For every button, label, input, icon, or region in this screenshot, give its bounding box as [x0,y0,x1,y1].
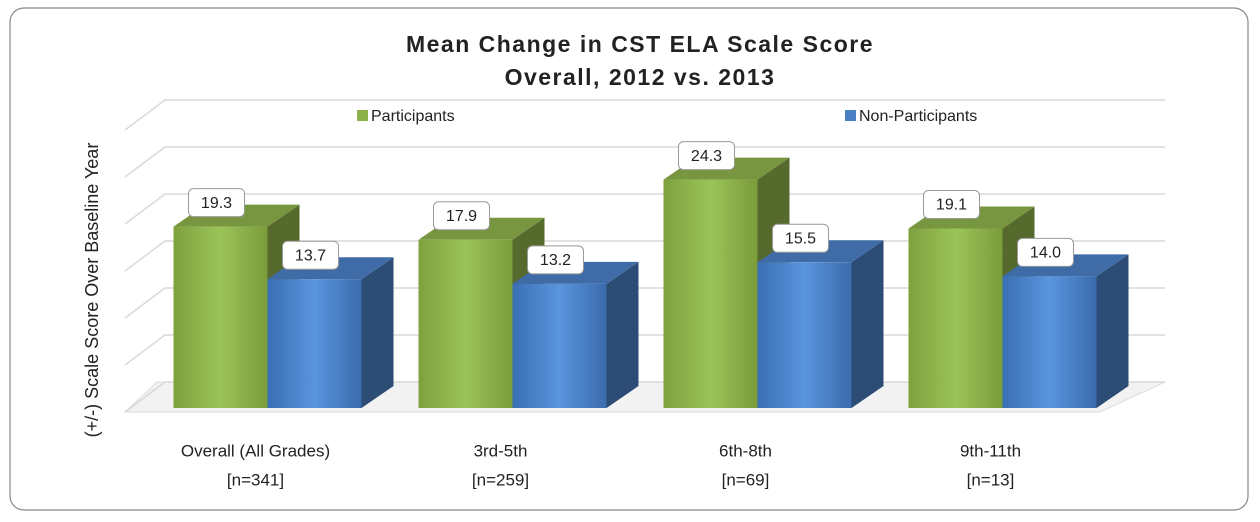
value-label-box [188,188,245,218]
value-label-box [678,141,735,171]
bar [1002,276,1097,408]
value-label: 13.7 [295,247,326,264]
grid-line [124,146,1165,178]
grid-line [124,99,1165,131]
bar [267,279,362,408]
value-label-box [282,240,339,270]
value-label-box [923,189,980,219]
x-tick-label: [n=259] [472,470,529,489]
value-label: 17.9 [446,208,477,225]
bar [418,239,513,408]
x-tick-label: 9th-11th [960,441,1021,460]
bar [663,179,758,408]
value-label-box [433,201,490,231]
value-label-box [1017,237,1074,267]
legend-swatch [845,110,856,121]
x-tick-label: 3rd-5th [474,441,528,460]
value-label: 19.1 [936,197,967,214]
value-label-box [527,245,584,275]
value-label: 24.3 [691,148,722,165]
bar [757,262,852,408]
bar-side [1096,254,1129,408]
x-tick-label: [n=341] [227,470,284,489]
value-label: 13.2 [540,252,571,269]
grid-line [124,193,1165,225]
value-label: 15.5 [785,231,816,248]
legend-label: Participants [371,108,455,125]
x-tick-label: [n=69] [722,470,770,489]
chart-title: Mean Change in CST ELA Scale Score [406,31,874,57]
value-label: 14.0 [1030,245,1061,262]
y-axis-label: (+/-) Scale Score Over Baseline Year [82,143,102,438]
value-label-box [772,223,829,253]
bar [173,226,268,408]
bar-side [606,261,639,408]
legend-swatch [357,110,368,121]
chart-title: Overall, 2012 vs. 2013 [505,64,776,90]
bar [908,228,1003,408]
bar-side [851,240,884,408]
x-tick-label: 6th-8th [719,441,772,460]
bar-side [361,257,394,408]
legend-label: Non-Participants [859,108,977,125]
value-label: 19.3 [201,195,232,212]
x-tick-label: Overall (All Grades) [181,441,330,460]
x-tick-label: [n=13] [967,470,1015,489]
bar [512,283,607,408]
